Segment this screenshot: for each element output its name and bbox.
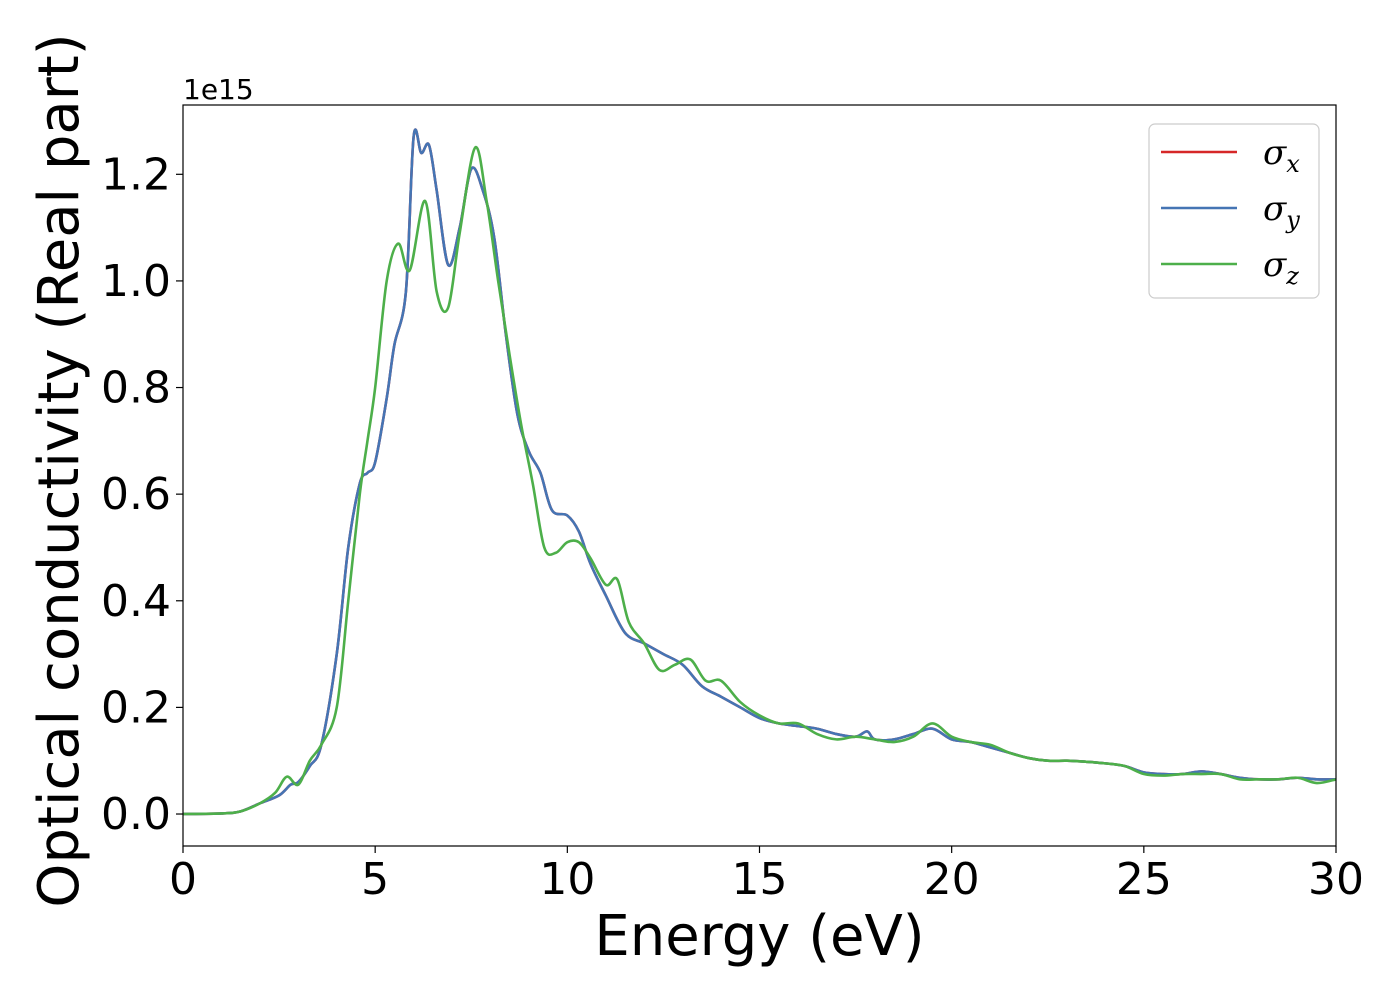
x-tick-label: 20 (924, 854, 980, 905)
legend-label-sigma-y: σy (1263, 189, 1300, 234)
y-tick-label: 0.0 (101, 789, 171, 840)
x-tick-label: 25 (1116, 854, 1172, 905)
x-axis-label: Energy (eV) (594, 904, 924, 969)
y-tick-label: 1.2 (101, 149, 171, 200)
y-axis-ticks: 0.0 0.2 0.4 0.6 0.8 1.0 1.2 (101, 149, 183, 840)
x-tick-label: 0 (169, 854, 197, 905)
series-line-sigma-z (183, 146, 1336, 816)
x-axis-ticks: 0 5 10 15 20 25 30 (169, 846, 1364, 905)
x-tick-label: 30 (1308, 854, 1364, 905)
y-tick-label: 0.6 (101, 469, 171, 520)
legend: σx σy σz (1148, 123, 1320, 299)
legend-label-sigma-z: σz (1263, 245, 1299, 290)
x-tick-label: 15 (732, 854, 788, 905)
y-tick-label: 0.2 (101, 682, 171, 733)
y-tick-label: 1.0 (101, 256, 171, 307)
legend-box (1148, 123, 1320, 299)
y-tick-label: 0.4 (101, 576, 171, 627)
x-tick-label: 5 (361, 854, 389, 905)
legend-label-sigma-x: σx (1263, 133, 1300, 178)
y-offset-label: 1e15 (183, 73, 254, 106)
y-tick-label: 0.8 (101, 363, 171, 414)
x-tick-label: 10 (539, 854, 595, 905)
y-axis-label: Optical conductivity (Real part) (27, 33, 92, 907)
series-layer (183, 128, 1336, 816)
